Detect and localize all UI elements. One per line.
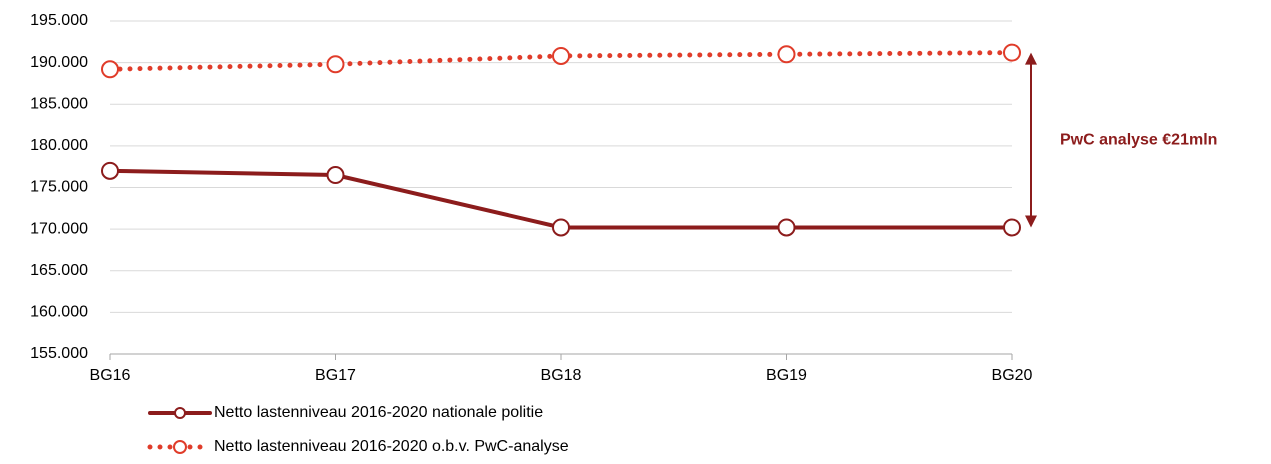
y-tick-label: 155.000 (30, 345, 88, 362)
point-marker (552, 218, 570, 237)
x-tick-label: BG18 (541, 367, 582, 384)
x-tick-label: BG19 (766, 367, 807, 384)
annotation: PwC analyse €21mln (1060, 131, 1217, 148)
arrow-head (1025, 52, 1037, 65)
point-marker (101, 60, 119, 79)
y-tick-label: 180.000 (30, 137, 88, 154)
point-marker (326, 166, 345, 185)
y-tick-label: 170.000 (30, 220, 88, 237)
y-tick-label: 160.000 (30, 304, 88, 321)
point-marker (1003, 218, 1021, 237)
y-tick-label: 165.000 (30, 262, 88, 279)
legend-label: Netto lastenniveau 2016-2020 o.b.v. PwC-… (214, 438, 569, 455)
legend-label: Netto lastenniveau 2016-2020 nationale p… (214, 404, 543, 421)
legend-marker (173, 440, 187, 454)
point-marker (777, 218, 796, 237)
y-tick-label: 185.000 (30, 95, 88, 112)
x-tick-label: BG20 (992, 367, 1033, 384)
arrow-head (1025, 215, 1037, 228)
point-marker (1003, 43, 1021, 62)
x-tick-label: BG17 (315, 367, 356, 384)
x-tick-label: BG16 (90, 367, 131, 384)
y-tick-label: 175.000 (30, 179, 88, 196)
point-marker (777, 45, 796, 64)
y-tick-label: 195.000 (30, 12, 88, 29)
legend-marker (174, 407, 186, 419)
y-tick-label: 190.000 (30, 54, 88, 71)
point-marker (552, 46, 570, 65)
point-marker (326, 55, 345, 74)
point-marker (101, 161, 119, 180)
